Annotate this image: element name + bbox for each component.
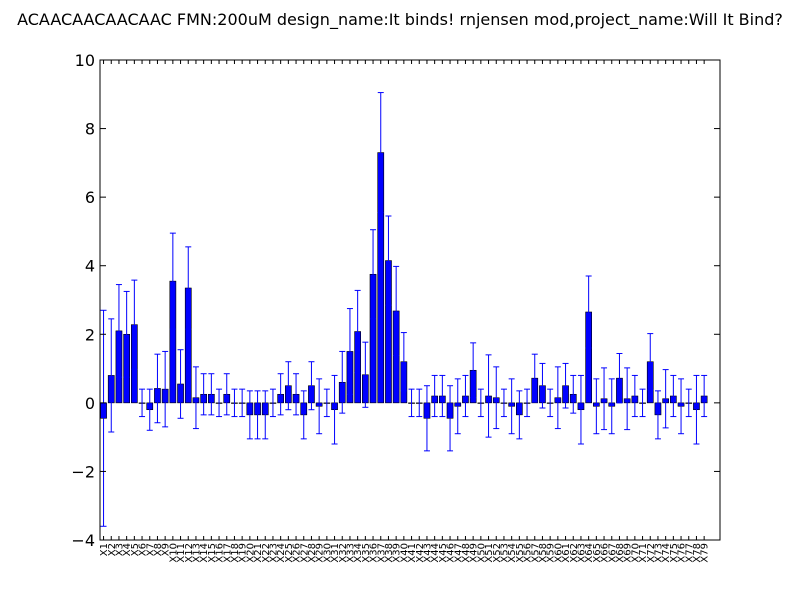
x-tick-label: X44 [430, 543, 441, 563]
x-tick-label: X15 [207, 543, 218, 563]
x-tick-label: X56 [523, 543, 534, 563]
y-tick-label: −2 [71, 462, 95, 481]
y-axis: −4 −2 0 2 4 6 8 10 [71, 51, 720, 550]
x-tick-label: X30 [322, 543, 333, 563]
x-tick-label: X70 [630, 543, 641, 563]
x-tick-label: X13 [191, 543, 202, 563]
x-tick-label: X20 [245, 543, 256, 563]
x-tick-label: X50 [476, 543, 487, 563]
x-tick-label: X79 [700, 543, 711, 563]
x-tick-label: X35 [361, 543, 372, 563]
x-tick-label: X24 [276, 543, 287, 563]
x-tick-label: X26 [292, 543, 303, 563]
x-tick-label: X8 [153, 543, 164, 556]
plot-frame [99, 59, 721, 541]
x-tick-label: X42 [415, 543, 426, 563]
x-tick-label: X69 [623, 543, 634, 563]
x-tick-label: X27 [299, 543, 310, 563]
errorbars-layer [100, 92, 708, 527]
y-tick-label: 2 [85, 325, 95, 344]
y-tick-label: 8 [85, 120, 95, 139]
y-tick-label: 0 [85, 394, 95, 413]
x-tick-label: X65 [592, 543, 603, 563]
x-tick-label: X55 [515, 543, 526, 563]
x-tick-label: X33 [345, 543, 356, 563]
x-tick-label: X22 [261, 543, 272, 563]
x-tick-label: X67 [607, 543, 618, 563]
x-tick-label: X59 [546, 543, 557, 563]
x-tick-label: X63 [576, 543, 587, 563]
x-tick-label: X34 [353, 543, 364, 563]
x-tick-label: X29 [315, 543, 326, 563]
x-tick-label: X54 [507, 543, 518, 563]
x-tick-label: X4 [122, 543, 133, 556]
x-tick-label: X45 [438, 543, 449, 563]
x-tick-label: X47 [453, 543, 464, 563]
x-tick-label: X28 [307, 543, 318, 563]
x-tick-label: X49 [469, 543, 480, 563]
x-tick-label: X51 [484, 543, 495, 563]
y-tick-label: 4 [85, 257, 95, 276]
x-tick-label: X74 [661, 543, 672, 563]
x-tick-label: X3 [114, 543, 125, 556]
x-tick-label: X9 [161, 543, 172, 556]
x-tick-label: X62 [569, 543, 580, 563]
x-tick-label: X1 [99, 543, 110, 556]
x-tick-label: X73 [653, 543, 664, 563]
chart-title: ACAACAACAACAAC FMN:200uM design_name:It … [17, 10, 783, 30]
x-tick-label: X71 [638, 543, 649, 563]
x-tick-label: X5 [130, 543, 141, 556]
x-tick-label: X64 [584, 543, 595, 563]
x-tick-label: X53 [499, 543, 510, 563]
x-tick-label: X32 [338, 543, 349, 563]
x-tick-label: X77 [684, 543, 695, 563]
x-tick-label: X12 [184, 543, 195, 563]
x-axis: X1X2X3X4X5X6X7X8X9X10X11X12X13X14X15X16X… [99, 60, 711, 563]
x-tick-label: X23 [268, 543, 279, 563]
x-tick-label: X61 [561, 543, 572, 563]
x-tick-label: X6 [138, 543, 149, 556]
x-tick-label: X78 [692, 543, 703, 563]
x-tick-label: X17 [222, 543, 233, 563]
x-tick-label: X66 [600, 543, 611, 563]
x-tick-label: X40 [399, 543, 410, 563]
y-tick-label: 6 [85, 188, 95, 207]
x-tick-label: X48 [461, 543, 472, 563]
x-tick-label: X57 [530, 543, 541, 563]
x-tick-label: X72 [646, 543, 657, 563]
y-tick-label: 10 [75, 51, 95, 70]
x-tick-label: X31 [330, 543, 341, 563]
y-tick-label: −4 [71, 531, 95, 550]
x-tick-label: X38 [384, 543, 395, 563]
x-tick-label: X21 [253, 543, 264, 563]
x-tick-label: X39 [392, 543, 403, 563]
x-tick-label: X43 [422, 543, 433, 563]
x-tick-label: X19 [238, 543, 249, 563]
x-tick-label: X7 [145, 543, 156, 556]
x-tick-label: X37 [376, 543, 387, 563]
x-tick-label: X18 [230, 543, 241, 563]
x-tick-label: X58 [538, 543, 549, 563]
x-tick-label: X16 [215, 543, 226, 563]
x-tick-label: X75 [669, 543, 680, 563]
x-tick-label: X2 [107, 543, 118, 556]
x-tick-label: X10 [168, 543, 179, 563]
x-tick-label: X46 [446, 543, 457, 563]
x-tick-label: X60 [553, 543, 564, 563]
x-tick-label: X41 [407, 543, 418, 563]
x-tick-label: X14 [199, 543, 210, 563]
x-tick-label: X25 [284, 543, 295, 563]
x-tick-label: X76 [677, 543, 688, 563]
x-tick-label: X11 [176, 543, 187, 563]
x-tick-label: X52 [492, 543, 503, 563]
x-tick-label: X36 [369, 543, 380, 563]
x-tick-label: X68 [615, 543, 626, 563]
